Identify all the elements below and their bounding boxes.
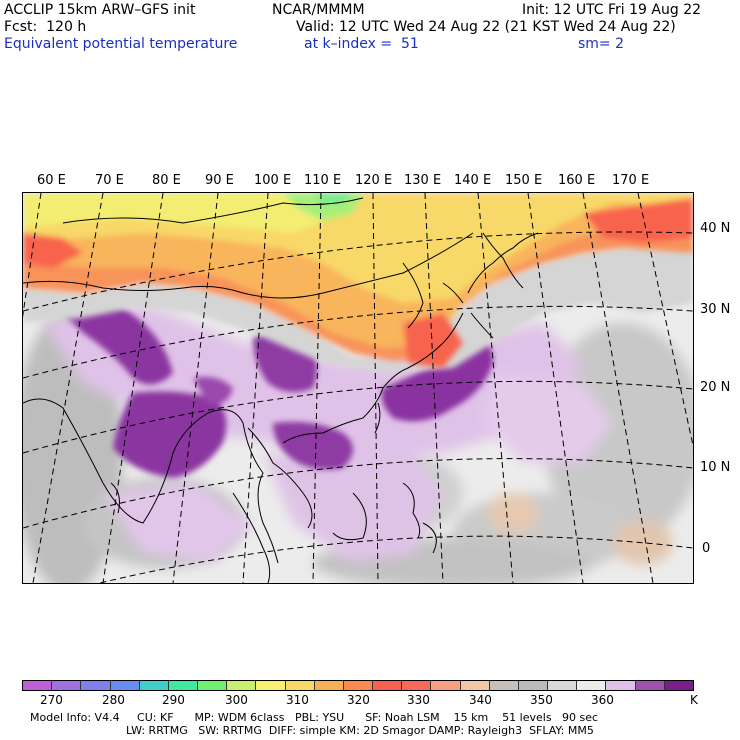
purple-high-theta-e (63, 301, 493, 478)
field-name: Equivalent potential temperature (4, 36, 238, 52)
colorbar-tick-300: 300 (225, 693, 248, 707)
colorbar-segment-10 (314, 681, 344, 690)
lat-label-20n: 20 N (700, 380, 731, 395)
colorbar-segment-19 (577, 681, 607, 690)
colorbar-segment-14 (431, 681, 461, 690)
lon-label-110e: 110 E (304, 173, 342, 188)
valid-time: Valid: 12 UTC Wed 24 Aug 22 (21 KST Wed … (296, 19, 676, 35)
lat-label-40n: 40 N (700, 221, 731, 236)
colorbar-segment-1 (52, 681, 82, 690)
colorbar-segment-0 (23, 681, 53, 690)
init-time: Init: 12 UTC Fri 19 Aug 22 (522, 2, 702, 18)
colorbar-segment-22 (664, 681, 693, 690)
lon-label-80e: 80 E (152, 173, 181, 188)
colorbar-segment-20 (606, 681, 636, 690)
lon-label-100e: 100 E (254, 173, 292, 188)
colorbar-tick-290: 290 (162, 693, 185, 707)
colorbar-unit: K (690, 693, 698, 707)
colorbar-segment-18 (548, 681, 578, 690)
lon-label-140e: 140 E (454, 173, 492, 188)
colorbar-tick-320: 320 (347, 693, 370, 707)
model-title: ACCLIP 15km ARW–GFS init (4, 2, 196, 18)
level-info: at k–index = 51 (304, 36, 419, 52)
lon-label-150e: 150 E (505, 173, 543, 188)
lat-label-30n: 30 N (700, 302, 731, 317)
colorbar-segment-8 (256, 681, 286, 690)
colorbar-segment-5 (168, 681, 199, 690)
organization-label: NCAR/MMMM (272, 2, 365, 18)
colorbar-tick-310: 310 (286, 693, 309, 707)
colorbar-segment-4 (139, 681, 169, 690)
colorbar-tick-350: 350 (530, 693, 553, 707)
colorbar-segment-12 (373, 681, 403, 690)
colorbar-segment-6 (198, 681, 228, 690)
colorbar-segment-21 (635, 681, 665, 690)
model-info-line: Model Info: V4.4 CU: KF MP: WDM 6class P… (30, 711, 599, 724)
lon-label-160e: 160 E (558, 173, 596, 188)
smoothing-info: sm= 2 (578, 36, 625, 52)
lat-lon-grid (23, 193, 693, 583)
colorbar-tick-360: 360 (591, 693, 614, 707)
colorbar-tick-340: 340 (469, 693, 492, 707)
colorbar-segment-7 (227, 681, 257, 690)
physics-info-line: LW: RRTMG SW: RRTMG DIFF: simple KM: 2D … (126, 724, 594, 737)
forecast-hour: Fcst: 120 h (4, 19, 87, 35)
colorbar-tick-280: 280 (102, 693, 125, 707)
lon-label-70e: 70 E (95, 173, 124, 188)
colorbar (22, 680, 694, 691)
colorbar-tick-330: 330 (407, 693, 430, 707)
theta-e-field-map (23, 193, 693, 583)
colorbar-segment-11 (343, 681, 374, 690)
coastlines-borders (23, 197, 539, 583)
lon-label-130e: 130 E (404, 173, 442, 188)
colorbar-segment-9 (285, 681, 315, 690)
map-panel (22, 192, 694, 584)
midlatitude-gray-band (23, 243, 693, 373)
lat-label-10n: 10 N (700, 460, 731, 475)
colorbar-segment-17 (518, 681, 549, 690)
colorbar-segment-3 (110, 681, 140, 690)
colorbar-tick-270: 270 (40, 693, 63, 707)
lon-label-170e: 170 E (612, 173, 650, 188)
colorbar-segment-15 (460, 681, 490, 690)
colorbar-segment-13 (402, 681, 432, 690)
lat-label-equator: 0 (702, 541, 711, 556)
lon-label-60e: 60 E (37, 173, 66, 188)
colorbar-segment-16 (489, 681, 519, 690)
lon-label-120e: 120 E (355, 173, 393, 188)
lon-label-90e: 90 E (205, 173, 234, 188)
colorbar-segment-2 (81, 681, 111, 690)
